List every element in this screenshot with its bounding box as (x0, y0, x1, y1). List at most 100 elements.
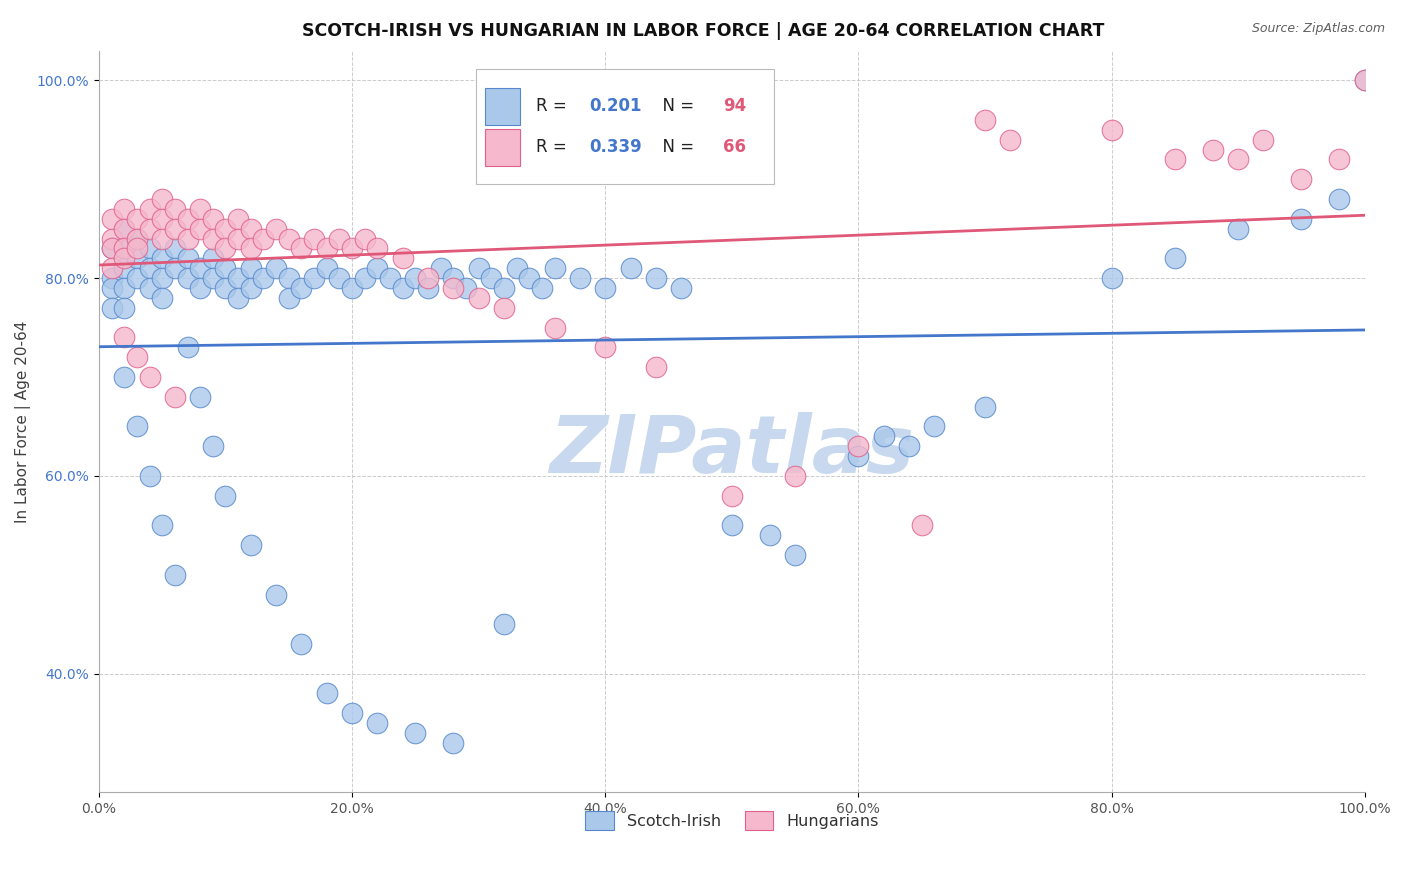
Point (188, 281, 211, 295)
Point (226, 271, 249, 285)
Point (1000, 133, 1022, 147)
Point (543, 320, 565, 334)
Point (176, 211, 198, 226)
Point (252, 271, 274, 285)
Point (517, 271, 540, 285)
Point (366, 716, 388, 731)
Point (163, 221, 186, 235)
Point (214, 242, 236, 256)
Point (467, 261, 489, 276)
Point (125, 271, 148, 285)
Point (138, 370, 160, 384)
Point (214, 221, 236, 235)
Point (1227, 221, 1250, 235)
Point (150, 518, 173, 533)
Point (848, 439, 870, 453)
Point (783, 548, 806, 562)
Point (188, 261, 211, 276)
Point (568, 271, 591, 285)
Point (302, 231, 325, 245)
Point (112, 242, 135, 256)
Point (1291, 211, 1313, 226)
Point (239, 221, 262, 235)
Point (150, 252, 173, 266)
Point (391, 252, 413, 266)
Text: R =: R = (536, 97, 572, 115)
Point (138, 281, 160, 295)
Point (239, 242, 262, 256)
Point (593, 281, 616, 295)
Point (201, 271, 224, 285)
Point (163, 242, 186, 256)
Point (302, 271, 325, 285)
Point (214, 489, 236, 503)
Point (290, 637, 312, 651)
Point (315, 242, 337, 256)
Point (176, 340, 198, 354)
Point (138, 221, 160, 235)
Point (125, 242, 148, 256)
Point (125, 211, 148, 226)
Point (441, 736, 464, 750)
Point (150, 231, 173, 245)
Point (125, 231, 148, 245)
Point (112, 221, 135, 235)
Point (100, 242, 122, 256)
Point (201, 211, 224, 226)
Point (277, 291, 299, 305)
Point (340, 281, 363, 295)
Point (277, 231, 299, 245)
Point (1291, 172, 1313, 186)
Point (1354, 73, 1376, 87)
Point (264, 221, 287, 235)
Point (112, 242, 135, 256)
Point (112, 301, 135, 315)
Point (176, 271, 198, 285)
Point (1164, 252, 1187, 266)
Point (277, 271, 299, 285)
Point (138, 202, 160, 216)
Point (112, 252, 135, 266)
Point (1101, 123, 1123, 137)
Point (125, 252, 148, 266)
FancyBboxPatch shape (485, 128, 520, 166)
Point (125, 350, 148, 364)
Point (176, 252, 198, 266)
Point (783, 468, 806, 483)
Point (201, 439, 224, 453)
Point (404, 271, 426, 285)
Point (873, 429, 896, 443)
Point (593, 340, 616, 354)
Point (619, 261, 641, 276)
Point (201, 252, 224, 266)
Text: 0.201: 0.201 (589, 97, 641, 115)
Point (239, 281, 262, 295)
Point (163, 261, 186, 276)
Point (100, 261, 122, 276)
Point (163, 567, 186, 582)
Point (911, 518, 934, 533)
Point (353, 271, 375, 285)
Point (188, 202, 211, 216)
Point (112, 261, 135, 276)
Point (100, 242, 122, 256)
Point (492, 281, 515, 295)
Point (1164, 153, 1187, 167)
Point (239, 538, 262, 552)
Point (1329, 153, 1351, 167)
Point (150, 211, 173, 226)
Point (366, 242, 388, 256)
Point (226, 291, 249, 305)
Point (100, 271, 122, 285)
Point (100, 281, 122, 295)
Point (543, 261, 565, 276)
Point (644, 271, 666, 285)
Point (239, 261, 262, 276)
Point (163, 390, 186, 404)
Point (226, 231, 249, 245)
Point (290, 281, 312, 295)
Point (112, 202, 135, 216)
Point (441, 271, 464, 285)
Point (138, 261, 160, 276)
Point (138, 242, 160, 256)
